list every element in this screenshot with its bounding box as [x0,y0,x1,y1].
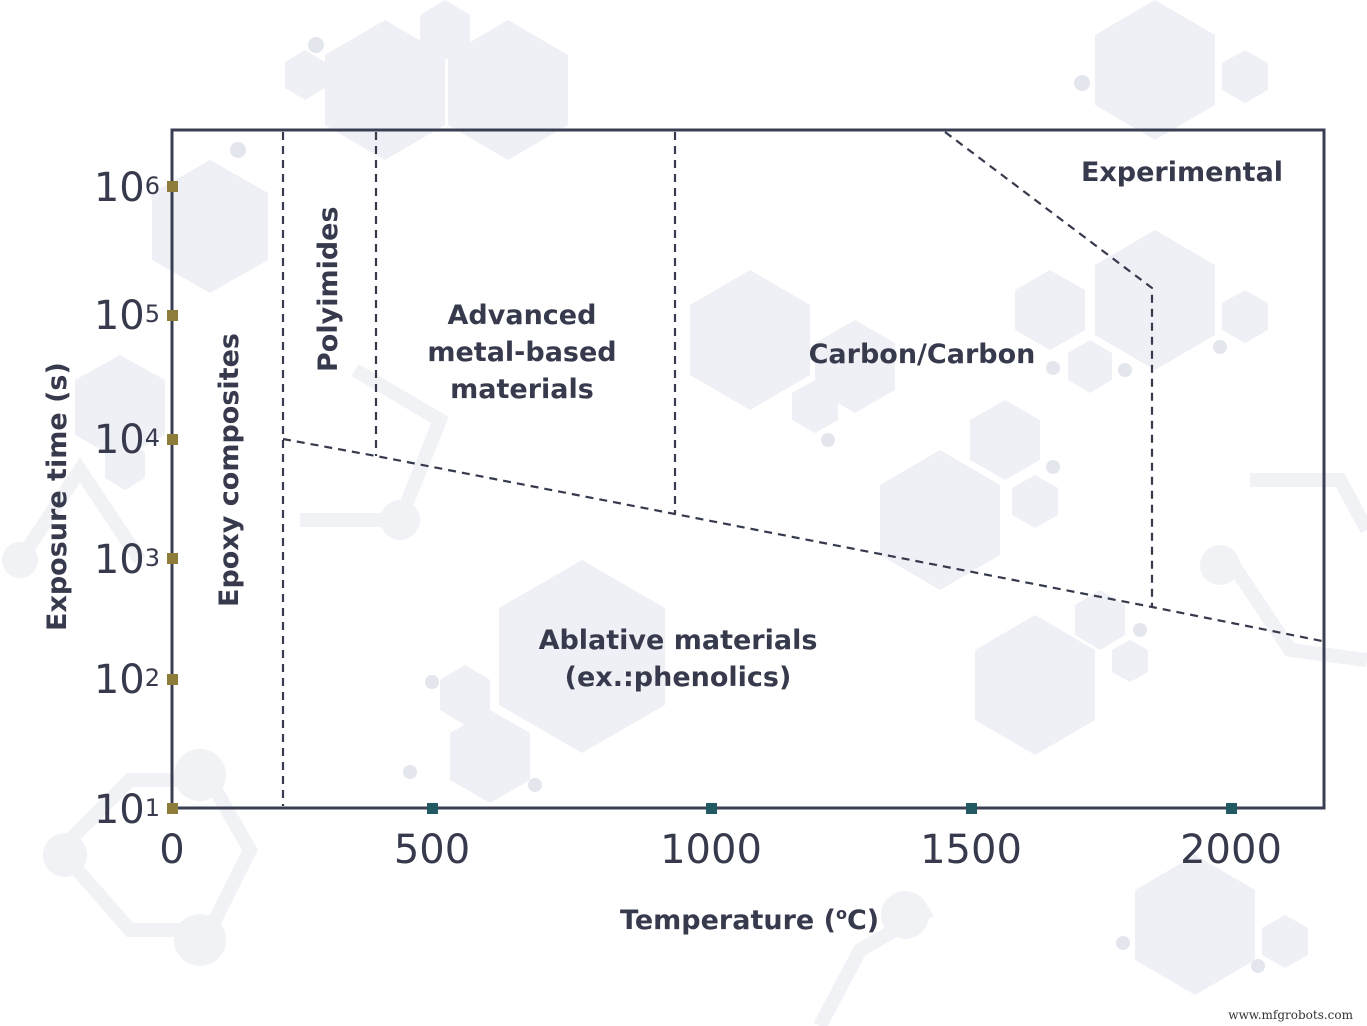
region-label-epoxy: Epoxy composites [214,333,245,607]
experimental-boundary-line [944,131,1154,607]
watermark: www.mfgrobots.com [1228,1008,1353,1022]
metal-label-line: metal-based [427,337,617,368]
y-tick-label: 105 [93,293,160,339]
ablative-boundary-line [282,437,1323,643]
y-tick-label: 104 [93,417,160,463]
region-label-polyimides: Polyimides [313,206,344,372]
metal-label-line: materials [450,374,594,405]
region-label-experimental: Experimental [1080,157,1284,188]
metal-label-line: Advanced [447,300,597,331]
y-tick-label: 102 [93,657,160,703]
plot-frame [170,128,1326,810]
x-axis-title: Temperature (oC) [620,904,880,936]
x-tick-label: 1000 [660,827,762,873]
ablative-label-line: Ablative materials [538,625,818,656]
ablative-label-line: (ex.:phenolics) [564,662,792,693]
y-tick-label: 101 [93,787,160,833]
y-axis-title: Exposure time (s) [42,362,73,631]
y-tick-label: 106 [93,165,160,211]
y-tick-label: 103 [93,537,160,583]
x-tick-label: 500 [393,827,471,873]
x-axis-markers [427,803,1237,814]
region-label-ablative: Ablative materials (ex.:phenolics) [518,622,838,696]
x-tick-label: 2000 [1180,827,1282,873]
x-tick-label: 0 [159,827,185,873]
y-axis-markers [167,181,178,814]
region-label-carbon: Carbon/Carbon [808,339,1036,370]
x-tick-label: 1500 [920,827,1022,873]
region-label-metal: Advanced metal-based materials [402,297,642,408]
